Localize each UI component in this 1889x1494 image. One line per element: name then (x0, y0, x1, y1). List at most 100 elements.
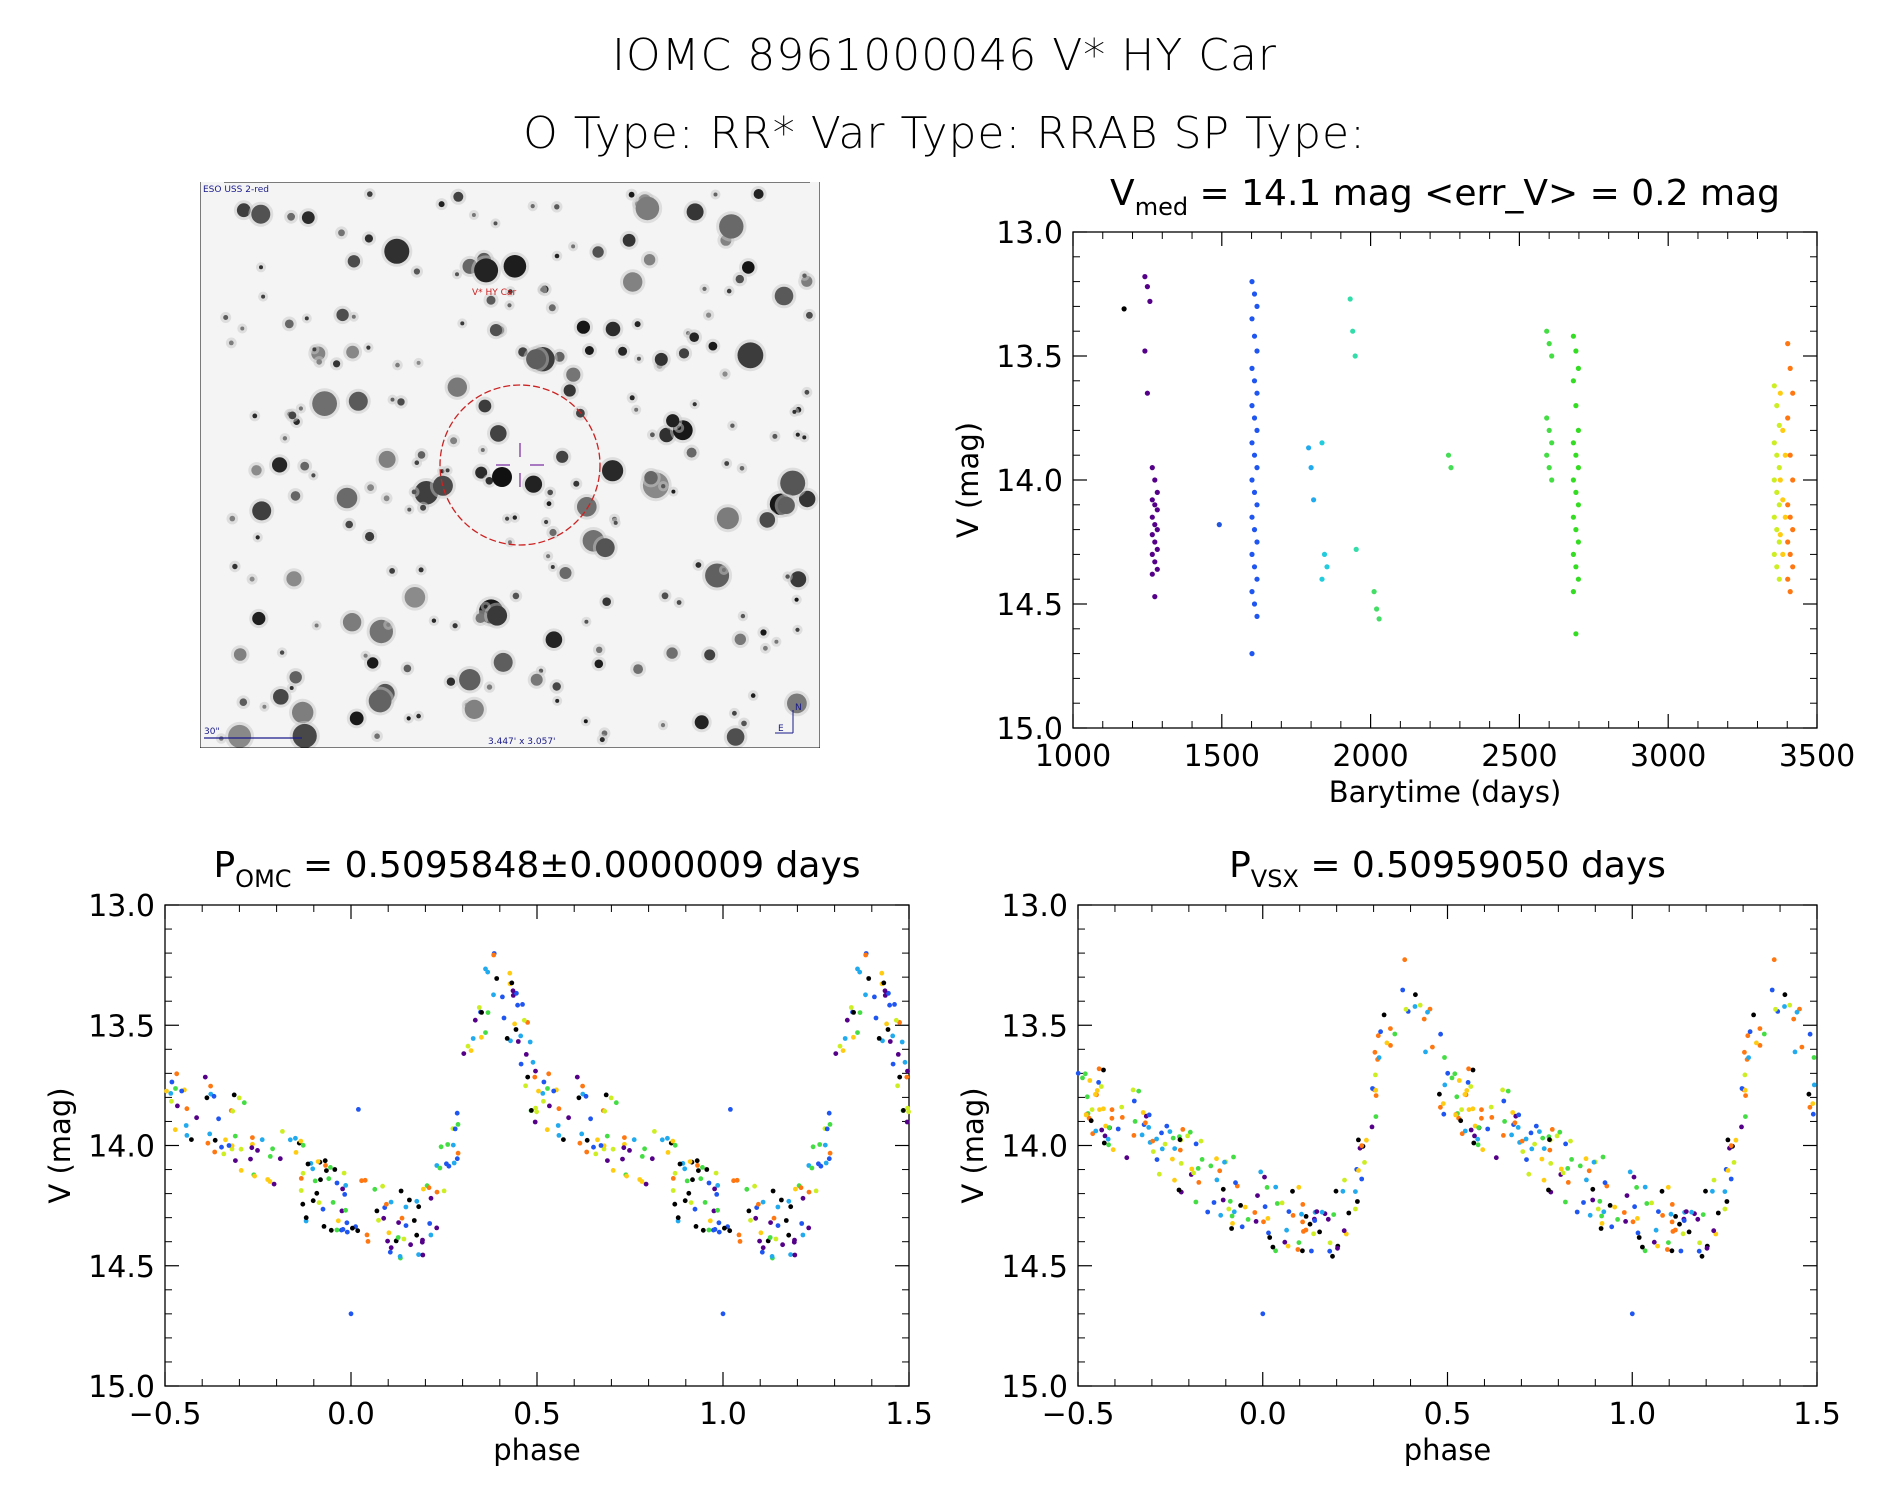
data-point (1319, 440, 1325, 446)
star (512, 592, 520, 600)
x-tick-label: 2000 (1332, 739, 1408, 774)
data-point (1346, 1210, 1352, 1216)
data-point (643, 1181, 649, 1187)
data-point (608, 1095, 614, 1101)
data-point (1261, 1219, 1266, 1225)
data-point (827, 1150, 833, 1156)
data-point (1466, 1107, 1472, 1112)
data-point (1249, 279, 1255, 285)
data-point (1570, 589, 1576, 595)
data-point (593, 1151, 599, 1157)
data-point (566, 1115, 571, 1121)
data-point (427, 1221, 433, 1226)
data-point (310, 1166, 316, 1172)
star (750, 693, 756, 698)
data-point (716, 1220, 722, 1226)
data-point (899, 1039, 905, 1045)
data-point (300, 1201, 306, 1207)
data-point (407, 1197, 412, 1203)
data-point (1364, 1137, 1369, 1143)
star (445, 468, 450, 473)
data-point (1421, 1016, 1427, 1022)
data-point (1669, 1248, 1675, 1254)
data-point (1743, 1093, 1748, 1098)
data-point (1089, 1107, 1095, 1112)
chart-lightcurve-time: 1000 1500 2000 2500 3000 3500 13.0 13.5 14.0 14.5… (951, 173, 1855, 809)
data-point-outlier (720, 1311, 726, 1317)
data-point (1528, 1130, 1534, 1136)
data-point (700, 1227, 706, 1233)
data-point (1475, 1136, 1481, 1142)
data-point (1172, 1146, 1178, 1151)
data-point (1757, 1026, 1763, 1031)
data-point (426, 1185, 432, 1191)
data-point (1653, 1227, 1659, 1233)
data-point (374, 1208, 380, 1214)
star (233, 648, 247, 661)
data-point (318, 1177, 323, 1183)
data-point (1771, 383, 1777, 389)
data-point (1470, 1067, 1476, 1073)
data-point (546, 1071, 552, 1077)
data-point (420, 1237, 425, 1243)
data-point (1177, 1137, 1183, 1143)
star (577, 497, 597, 517)
data-point (1780, 427, 1786, 433)
chart-phase-omc: −0.5 0.0 0.5 1.0 1.5 13.0 13.5 14.0 14.5 15.0 phas… (43, 845, 933, 1467)
data-point (1526, 1171, 1532, 1177)
star (367, 484, 374, 491)
star (706, 312, 712, 318)
data-point (1635, 1230, 1641, 1236)
y-tick-label: 15.0 (88, 1370, 155, 1405)
data-point (1314, 1209, 1320, 1214)
data-point (1785, 576, 1791, 582)
data-point (1309, 1248, 1314, 1254)
data-point (1554, 1133, 1560, 1139)
data-point (1231, 1209, 1237, 1215)
data-point (583, 1093, 589, 1099)
star (573, 480, 580, 487)
data-point (1362, 1160, 1367, 1165)
star (571, 244, 576, 249)
star (545, 631, 563, 648)
data-point (1799, 1044, 1805, 1050)
data-point (1119, 1115, 1125, 1120)
data-point (872, 994, 877, 1000)
data-point (1575, 427, 1581, 433)
star (708, 341, 718, 351)
data-point (1274, 1201, 1280, 1206)
data-point (223, 1137, 228, 1143)
data-point (1110, 1147, 1116, 1153)
data-point (1290, 1213, 1296, 1218)
data-point (1154, 1157, 1160, 1162)
data-point (328, 1227, 334, 1233)
data-point (1372, 1049, 1378, 1055)
star (546, 501, 552, 507)
data-point (1456, 1078, 1462, 1083)
data-point (1776, 422, 1782, 428)
data-point (1376, 616, 1382, 622)
data-point (793, 1186, 798, 1192)
data-point (508, 1038, 513, 1044)
star (336, 308, 349, 322)
data-point (1601, 1209, 1607, 1215)
data-point (842, 1036, 848, 1041)
data-point (1704, 1245, 1710, 1251)
data-point (1356, 1168, 1361, 1173)
data-point (1311, 1231, 1316, 1237)
star (368, 689, 392, 713)
data-point (1352, 353, 1358, 359)
star (666, 647, 678, 659)
star (740, 613, 746, 619)
data-point (1075, 1070, 1081, 1076)
data-point (1319, 576, 1325, 582)
data-point (298, 1176, 304, 1181)
data-point (343, 1183, 349, 1188)
data-point (1776, 576, 1782, 582)
data-point (1600, 1154, 1606, 1160)
star (702, 286, 707, 291)
data-point (1093, 1128, 1099, 1134)
star (802, 435, 807, 440)
data-point (1353, 546, 1359, 553)
data-point (1609, 1224, 1615, 1230)
